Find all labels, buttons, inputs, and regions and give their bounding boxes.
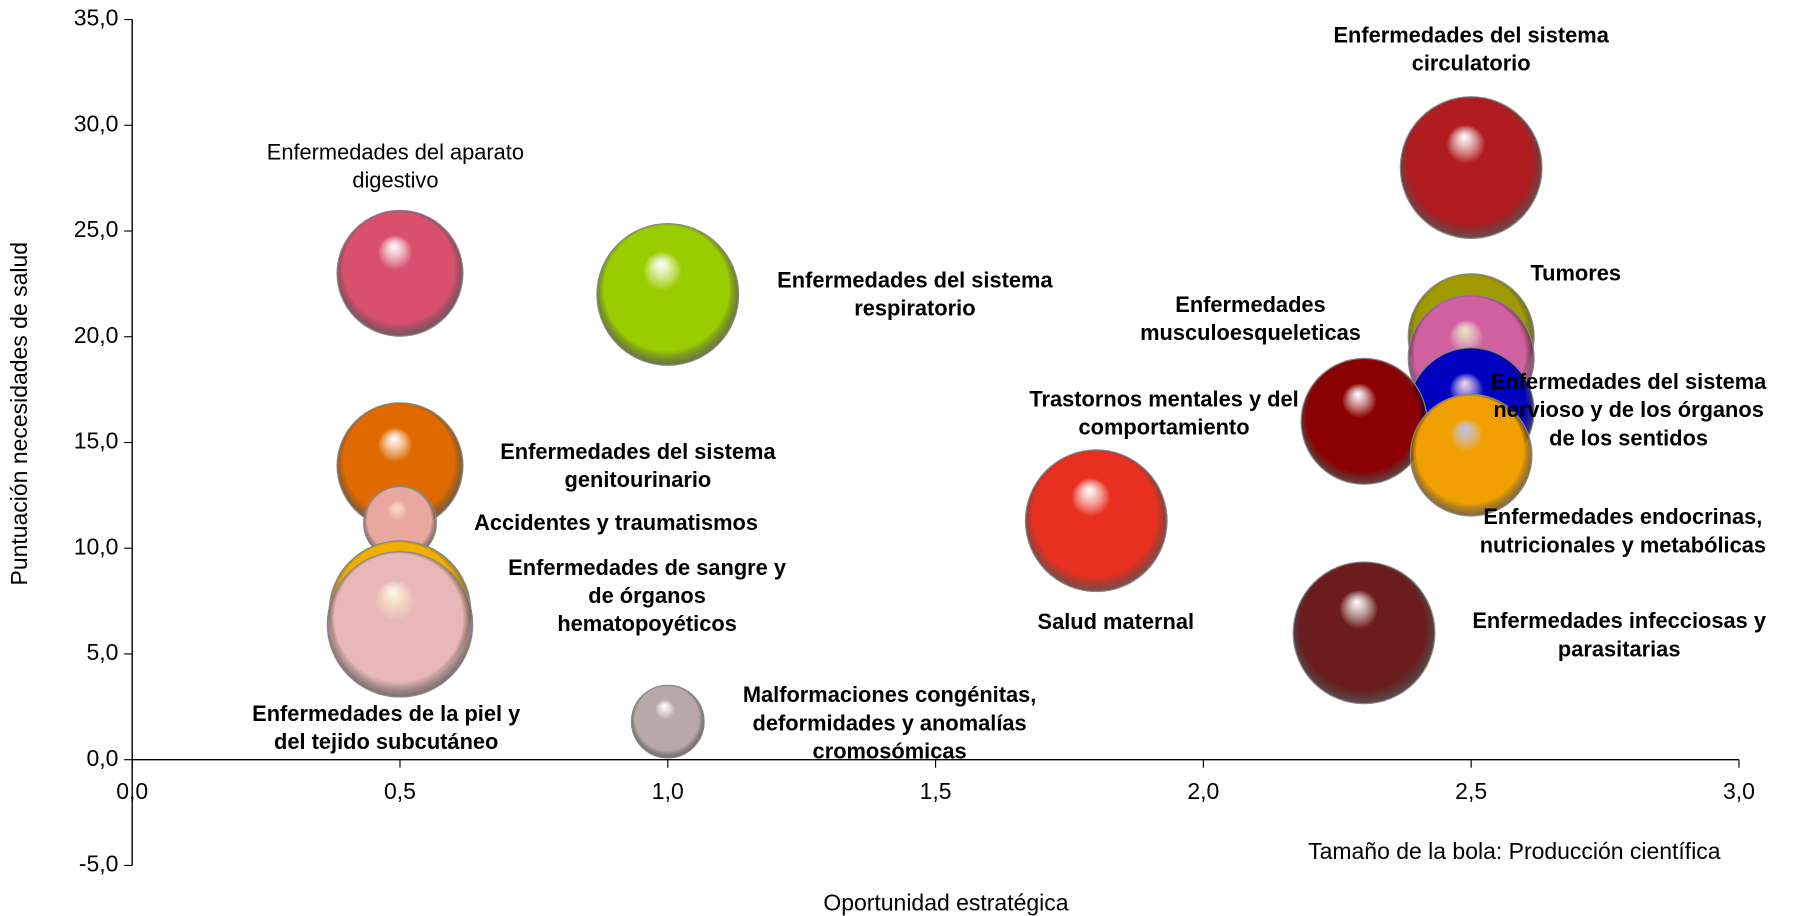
bubble: [336, 209, 464, 337]
bubble-label: nutricionales y metabólicas: [1480, 532, 1766, 557]
x-axis-label: Oportunidad estratégica: [823, 890, 1068, 916]
bubble-label: de los sentidos: [1549, 425, 1708, 450]
bubble-label: Salud maternal: [1038, 609, 1194, 634]
bubble-label: digestivo: [352, 168, 438, 193]
bubble-label: Enfermedades del sistema: [777, 268, 1053, 293]
y-tick-label: 35,0: [74, 5, 119, 31]
bubble-label: Enfermedades del aparato: [267, 140, 524, 165]
y-axis-label: Puntuación necesidades de salud: [6, 242, 32, 586]
y-tick-label: 10,0: [74, 533, 119, 559]
y-tick-label: -5,0: [79, 851, 119, 877]
x-tick-label: 2,0: [1187, 778, 1219, 804]
bubble-label: Trastornos mentales y del: [1029, 386, 1298, 411]
bubble-label: genitourinario: [565, 467, 712, 492]
bubble-label: Malformaciones congénitas,: [743, 682, 1037, 707]
y-tick-label: 25,0: [74, 216, 119, 242]
x-tick-label: 1,0: [652, 778, 684, 804]
bubble-label: cromosómicas: [813, 738, 967, 763]
bubble: [1292, 561, 1436, 705]
bubble-label: hematopoyéticos: [557, 611, 737, 636]
x-tick-label: 0,0: [116, 778, 148, 804]
bubble-label: Enfermedades: [1175, 292, 1325, 317]
x-tick-label: 2,5: [1455, 778, 1487, 804]
y-tick-label: 15,0: [74, 428, 119, 454]
bubble: [1300, 357, 1428, 485]
x-tick-label: 1,5: [920, 778, 952, 804]
bubble-label: comportamiento: [1079, 415, 1250, 440]
bubble-label: nervioso y de los órganos: [1493, 397, 1764, 422]
bubble-label: Enfermedades infecciosas y: [1472, 608, 1766, 633]
bubble-label: deformidades y anomalías: [753, 710, 1027, 735]
bubble: [326, 551, 474, 698]
bubble-label: respiratorio: [854, 296, 975, 321]
bubble-label: parasitarias: [1558, 636, 1681, 661]
x-tick-label: 0,5: [384, 778, 416, 804]
bubble-label: de órganos: [588, 583, 706, 608]
bubble-label: Tumores: [1530, 260, 1621, 285]
annotation: Tamaño de la bola: Producción científica: [1308, 838, 1721, 864]
bubble: [596, 223, 740, 366]
y-tick-label: 0,0: [86, 745, 118, 771]
bubble-label: Enfermedades endocrinas,: [1483, 504, 1762, 529]
y-tick-label: 30,0: [74, 110, 119, 136]
bubble-label: circulatorio: [1412, 50, 1531, 75]
bubble-label: Enfermedades del sistema: [1491, 369, 1767, 394]
bubble: [1024, 449, 1168, 593]
bubble: [1409, 393, 1533, 517]
bubble-label: Accidentes y traumatismos: [474, 510, 758, 535]
bubble: [1399, 96, 1543, 239]
y-tick-label: 20,0: [74, 322, 119, 348]
bubble: [630, 684, 705, 759]
bubble-label: Enfermedades de sangre y: [508, 555, 787, 580]
x-tick-label: 3,0: [1723, 778, 1755, 804]
bubble-label: Enfermedades del sistema: [500, 439, 776, 464]
y-tick-label: 5,0: [86, 639, 118, 665]
bubble-label: Enfermedades de la piel y: [252, 701, 521, 726]
bubble-label: Enfermedades del sistema: [1333, 22, 1609, 47]
bubble-label: musculoesqueleticas: [1140, 320, 1361, 345]
bubble-label: del tejido subcutáneo: [274, 729, 498, 754]
